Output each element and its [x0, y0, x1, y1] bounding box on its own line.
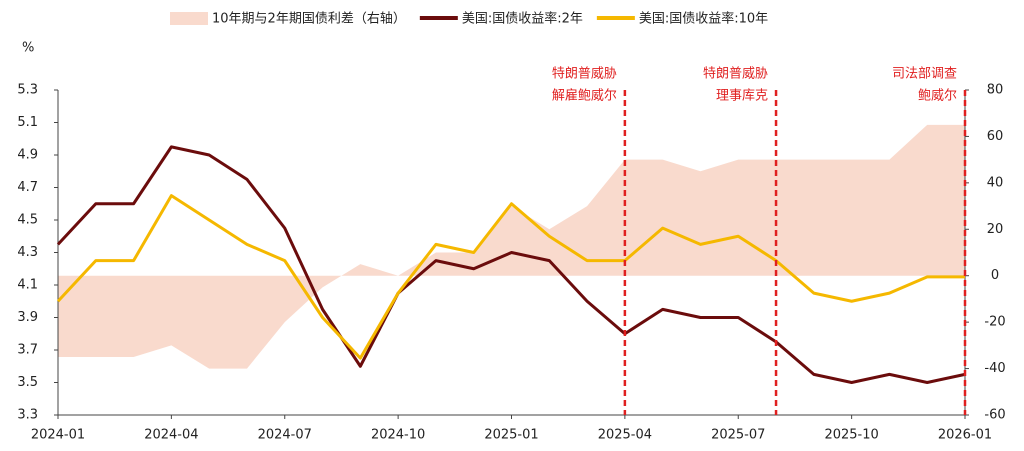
y-tick-label: 4.1: [17, 278, 38, 293]
legend-label: 美国:国债收益率:2年: [462, 11, 583, 27]
event-label: 理事库克: [716, 88, 768, 104]
y2-tick-label: -60: [984, 408, 1005, 423]
yield-line: [56, 194, 965, 360]
yield-line: [56, 145, 966, 384]
y-tick-label: 3.3: [17, 408, 38, 423]
y-tick-label: 3.7: [17, 343, 38, 358]
y-tick-label: 5.3: [17, 83, 38, 98]
y2-tick-label: 0: [991, 268, 999, 283]
x-tick-label: 2025-04: [598, 428, 652, 443]
x-tick-label: 2024-07: [258, 428, 312, 443]
y-tick-label: 4.3: [17, 245, 38, 260]
spread-area: [58, 124, 965, 369]
x-tick-label: 2026-01: [938, 428, 992, 443]
y2-tick-label: 80: [987, 83, 1004, 98]
y-tick-label: 4.7: [17, 180, 38, 195]
y2-tick-label: 20: [987, 222, 1004, 237]
y2-tick-label: -20: [984, 315, 1005, 330]
legend-label: 10年期与2年期国债利差（右轴）: [212, 12, 406, 27]
x-tick-label: 2024-04: [144, 428, 198, 443]
x-tick-label: 2025-01: [484, 428, 538, 443]
y-tick-label: 4.9: [17, 148, 38, 163]
x-tick-label: 2025-07: [711, 428, 765, 443]
legend-swatch: [170, 12, 208, 25]
y2-tick-label: 40: [987, 175, 1004, 190]
event-label: 鲍威尔: [918, 89, 957, 104]
y-tick-label: 3.9: [17, 310, 38, 325]
event-label: 特朗普威胁: [552, 67, 617, 82]
y-tick-label: 4.5: [17, 213, 38, 228]
y2-tick-label: 60: [987, 129, 1004, 144]
y2-tick-label: -40: [984, 361, 1005, 376]
y-tick-label: 5.1: [17, 115, 38, 130]
x-tick-label: 2024-01: [31, 428, 85, 443]
y-tick-label: 3.5: [17, 375, 38, 390]
x-tick-label: 2024-10: [371, 428, 425, 443]
event-label: 解雇鲍威尔: [552, 88, 617, 104]
event-label: 特朗普威胁: [703, 67, 768, 82]
x-tick-label: 2025-10: [824, 428, 878, 443]
y-unit: %: [22, 41, 34, 56]
legend-label: 美国:国债收益率:10年: [639, 11, 768, 27]
event-label: 司法部调查: [892, 67, 957, 82]
